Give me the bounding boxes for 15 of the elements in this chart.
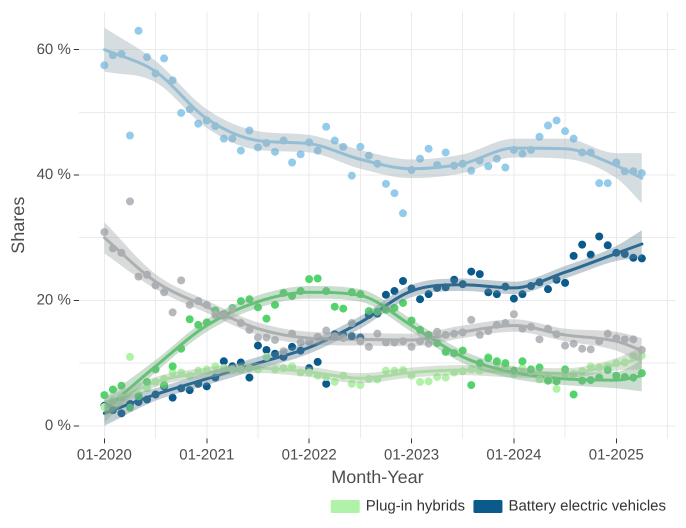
x-tick-label: 01-2025 <box>588 446 644 464</box>
x-tick-label: 01-2023 <box>384 446 440 464</box>
legend-label: Battery electric vehicles <box>508 498 666 515</box>
legend-label: Plug-in hybrids <box>366 498 465 515</box>
y-tick-label: 0 % <box>44 417 71 434</box>
line-series <box>102 48 644 180</box>
x-tick-label: 01-2020 <box>76 446 132 464</box>
y-tick-label: 20 % <box>36 292 71 309</box>
y-tick-label: 60 % <box>36 40 71 58</box>
x-tick-label: 01-2024 <box>486 446 542 464</box>
y-axis-title: Shares <box>8 196 28 254</box>
y-tick-label: 40 % <box>36 166 71 184</box>
x-axis-title: Month-Year <box>331 467 424 488</box>
x-tick-label: 01-2022 <box>282 446 337 464</box>
x-tick-label: 01-2021 <box>179 446 234 464</box>
